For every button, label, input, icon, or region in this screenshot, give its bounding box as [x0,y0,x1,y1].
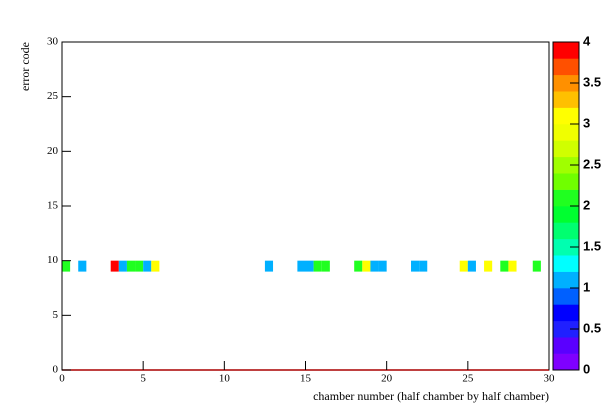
heatmap-cell [500,260,509,272]
palette-band [553,206,579,223]
heatmap-cell [126,260,136,272]
heatmap-cell [467,260,476,272]
palette-label: 3 [583,115,590,130]
palette-label: 0 [583,361,590,376]
y-axis-title: error code [18,42,32,91]
x-tick-label: 10 [219,373,231,385]
y-tick-label: 0 [53,364,59,376]
heatmap-cell [118,260,127,272]
palette-band [553,189,579,207]
palette-band [553,271,579,289]
palette-band [553,337,579,354]
palette-band [553,353,579,371]
palette-band [553,238,579,256]
y-tick-label: 10 [47,254,59,266]
y-tick-label: 25 [47,90,59,102]
palette-label: 2 [583,197,590,212]
heatmap-cell [313,260,322,272]
palette-band [553,156,579,174]
y-tick-label: 15 [47,200,59,212]
heatmap-cell [532,260,541,272]
x-tick-label: 20 [381,373,393,385]
palette-band [553,255,579,272]
x-axis-title: chamber number (half chamber by half cha… [313,389,549,403]
heatmap-cell [354,260,363,272]
y-tick-label: 20 [47,145,59,157]
x-tick-label: 15 [300,373,312,385]
palette-band [553,91,579,108]
heatmap-cell [151,260,160,272]
palette-label: 2.5 [583,156,601,171]
heatmap-cell [143,260,152,272]
heatmap-cell [378,260,387,272]
palette-band [553,173,579,190]
x-tick-label: 5 [140,373,146,385]
heatmap-cell [484,260,493,272]
y-tick-label: 5 [53,309,59,321]
heatmap-cell [110,260,119,272]
palette-band [553,304,579,322]
x-tick-label: 0 [59,373,65,385]
palette-band [553,107,579,125]
heatmap-cell [508,260,517,272]
palette-band [553,74,579,92]
heatmap-cell [419,260,428,272]
x-tick-label: 30 [544,373,556,385]
heatmap-cell [78,260,87,272]
heatmap-cell [62,260,71,272]
palette-band [553,58,579,76]
palette-band [553,140,579,158]
heatmap-cell [362,260,371,272]
palette-band [553,288,579,305]
heatmap-cell [264,260,274,272]
x-tick-label: 25 [462,373,474,385]
heatmap-cell [135,260,144,272]
heatmap-cell [411,260,420,272]
y-tick-label: 30 [47,36,59,48]
palette-label: 3.5 [583,74,601,89]
palette-label: 4 [583,33,591,48]
palette-band [553,42,579,59]
palette-band [553,124,579,141]
palette-band [553,222,579,240]
heatmap-cell [297,260,306,272]
heatmap-cell [305,260,314,272]
heatmap-cell [370,260,379,272]
palette-label: 1 [583,279,590,294]
heatmap-cell [459,260,468,272]
palette-band [553,320,579,338]
heatmap-cell [321,260,330,272]
palette-label: 1.5 [583,238,601,253]
palette-label: 0.5 [583,320,601,335]
